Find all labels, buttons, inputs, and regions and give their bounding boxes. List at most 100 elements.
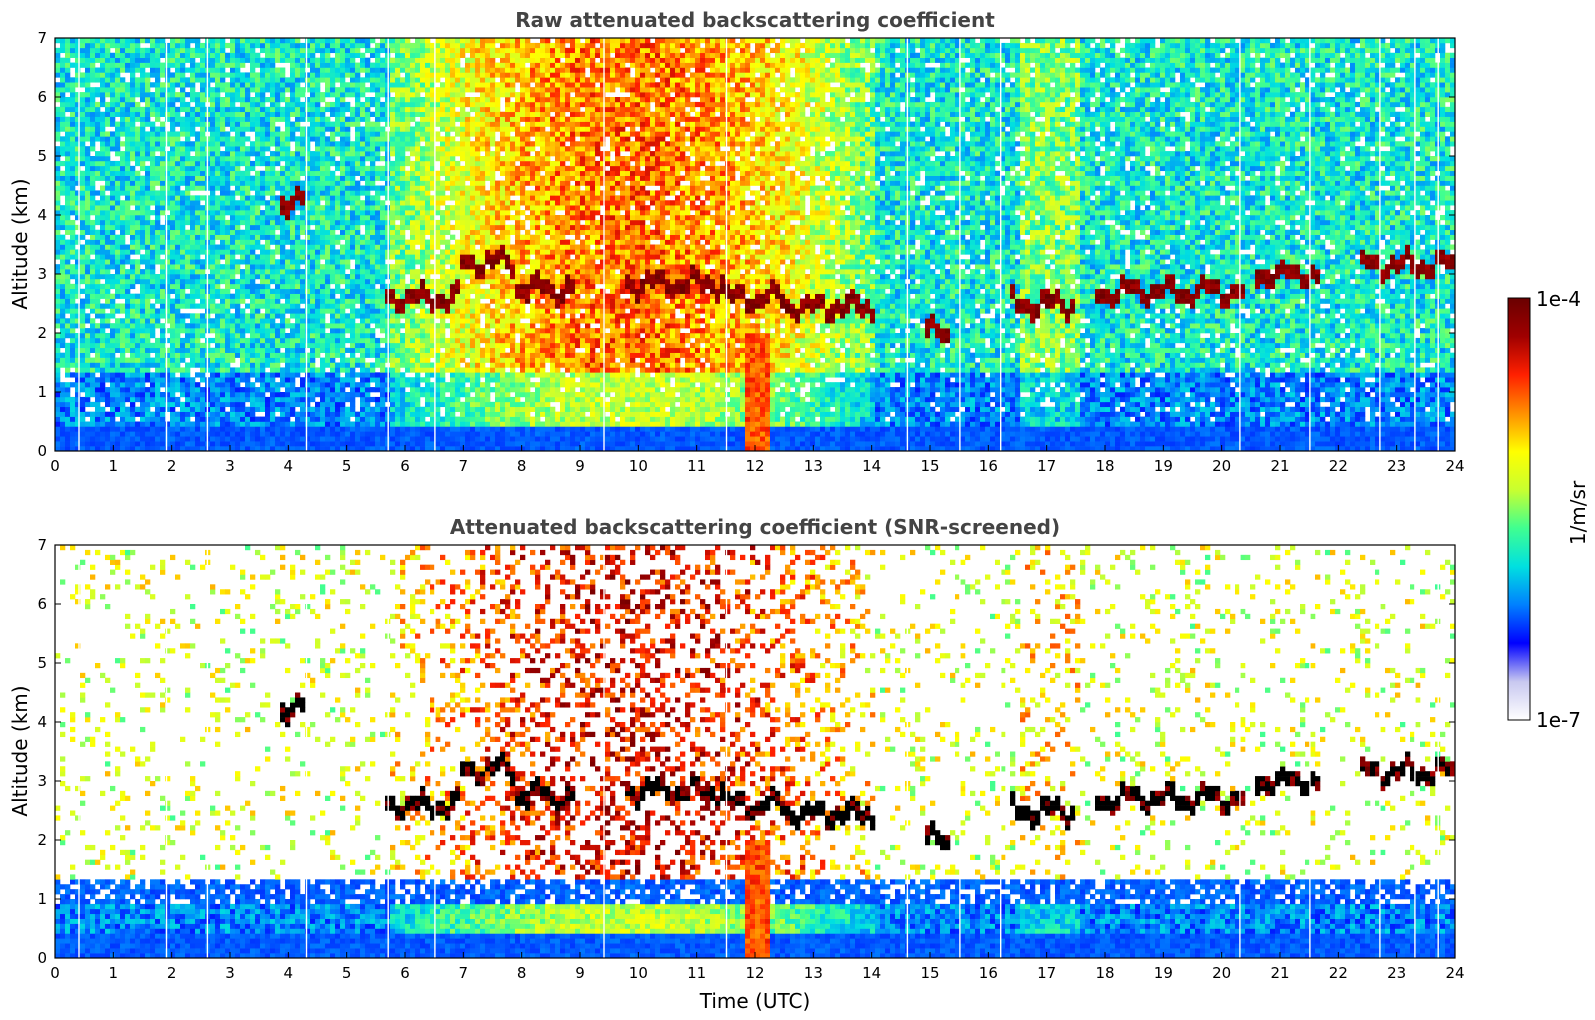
- heatmap-cell: [65, 279, 70, 284]
- heatmap-cell: [115, 338, 120, 343]
- heatmap-cell: [55, 205, 60, 210]
- heatmap-cell: [115, 294, 120, 299]
- heatmap-cell: [130, 117, 135, 122]
- heatmap-cell: [105, 264, 110, 269]
- heatmap-cell: [155, 259, 160, 264]
- heatmap-cell: [90, 245, 95, 250]
- heatmap-cell: [115, 161, 120, 166]
- heatmap-cell: [150, 195, 155, 200]
- heatmap-cell: [100, 323, 105, 328]
- heatmap-cell: [120, 274, 125, 279]
- heatmap-cell: [105, 323, 110, 328]
- heatmap-cell: [120, 230, 125, 235]
- heatmap-cell: [105, 186, 110, 191]
- heatmap-cell: [100, 269, 105, 274]
- heatmap-cell: [140, 112, 145, 117]
- heatmap-cell: [120, 240, 125, 245]
- heatmap-cell: [70, 97, 75, 102]
- heatmap-cell: [130, 122, 135, 127]
- heatmap-cell: [65, 131, 70, 136]
- heatmap-cell: [65, 225, 70, 230]
- heatmap-cell: [160, 412, 165, 417]
- heatmap-cell: [95, 122, 100, 127]
- heatmap-cell: [65, 87, 70, 92]
- heatmap-cell: [140, 166, 145, 171]
- heatmap-cell: [130, 166, 135, 171]
- heatmap-cell: [110, 117, 115, 122]
- heatmap-cell: [80, 328, 85, 333]
- heatmap-cell: [150, 107, 155, 112]
- heatmap-cell: [100, 358, 105, 363]
- heatmap-cell: [115, 377, 120, 382]
- heatmap-cell: [80, 358, 85, 363]
- heatmap-cell: [160, 136, 165, 141]
- heatmap-cell: [160, 176, 165, 181]
- heatmap-cell: [60, 417, 65, 422]
- heatmap-cell: [135, 304, 140, 309]
- heatmap-cell: [125, 387, 130, 392]
- heatmap-cell: [145, 279, 150, 284]
- heatmap-cell: [85, 358, 90, 363]
- heatmap-cell: [115, 387, 120, 392]
- heatmap-cell: [60, 205, 65, 210]
- heatmap-cell: [85, 299, 90, 304]
- heatmap-cell: [80, 372, 85, 377]
- heatmap-cell: [125, 97, 130, 102]
- heatmap-cell: [90, 264, 95, 269]
- heatmap-cell: [90, 294, 95, 299]
- heatmap-cell: [110, 279, 115, 284]
- heatmap-cell: [100, 48, 105, 53]
- heatmap-cell: [55, 240, 60, 245]
- heatmap-cell: [65, 195, 70, 200]
- heatmap-cell: [160, 397, 165, 402]
- heatmap-cell: [85, 151, 90, 156]
- heatmap-cell: [145, 318, 150, 323]
- heatmap-cell: [90, 72, 95, 77]
- heatmap-cell: [135, 363, 140, 368]
- heatmap-cell: [145, 176, 150, 181]
- heatmap-cell: [135, 353, 140, 358]
- heatmap-cell: [130, 53, 135, 58]
- heatmap-cell: [125, 186, 130, 191]
- heatmap-cell: [55, 97, 60, 102]
- heatmap-cell: [55, 318, 60, 323]
- heatmap-cell: [120, 97, 125, 102]
- heatmap-cell: [150, 210, 155, 215]
- heatmap-cell: [160, 205, 165, 210]
- heatmap-cell: [65, 426, 70, 431]
- heatmap-cell: [105, 205, 110, 210]
- heatmap-cell: [70, 181, 75, 186]
- heatmap-cell: [145, 166, 150, 171]
- heatmap-cell: [130, 82, 135, 87]
- heatmap-cell: [95, 136, 100, 141]
- heatmap-cell: [160, 107, 165, 112]
- heatmap-cell: [135, 43, 140, 48]
- heatmap-cell: [85, 353, 90, 358]
- heatmap-cell: [65, 141, 70, 146]
- heatmap-cell: [150, 141, 155, 146]
- heatmap-cell: [125, 141, 130, 146]
- heatmap-cell: [65, 161, 70, 166]
- heatmap-cell: [60, 141, 65, 146]
- heatmap-cell: [120, 166, 125, 171]
- heatmap-cell: [115, 436, 120, 441]
- heatmap-cell: [60, 304, 65, 309]
- heatmap-cell: [150, 426, 155, 431]
- heatmap-cell: [135, 205, 140, 210]
- heatmap-cell: [135, 299, 140, 304]
- heatmap-cell: [70, 200, 75, 205]
- heatmap-cell: [80, 318, 85, 323]
- heatmap-cell: [80, 299, 85, 304]
- heatmap-cell: [140, 426, 145, 431]
- heatmap-cell: [150, 328, 155, 333]
- heatmap-cell: [125, 156, 130, 161]
- heatmap-cell: [55, 431, 60, 436]
- heatmap-cell: [110, 112, 115, 117]
- heatmap-cell: [125, 38, 130, 43]
- heatmap-cell: [110, 348, 115, 353]
- heatmap-cell: [120, 348, 125, 353]
- heatmap-cell: [135, 195, 140, 200]
- heatmap-cell: [80, 264, 85, 269]
- heatmap-cell: [70, 284, 75, 289]
- heatmap-cell: [80, 38, 85, 43]
